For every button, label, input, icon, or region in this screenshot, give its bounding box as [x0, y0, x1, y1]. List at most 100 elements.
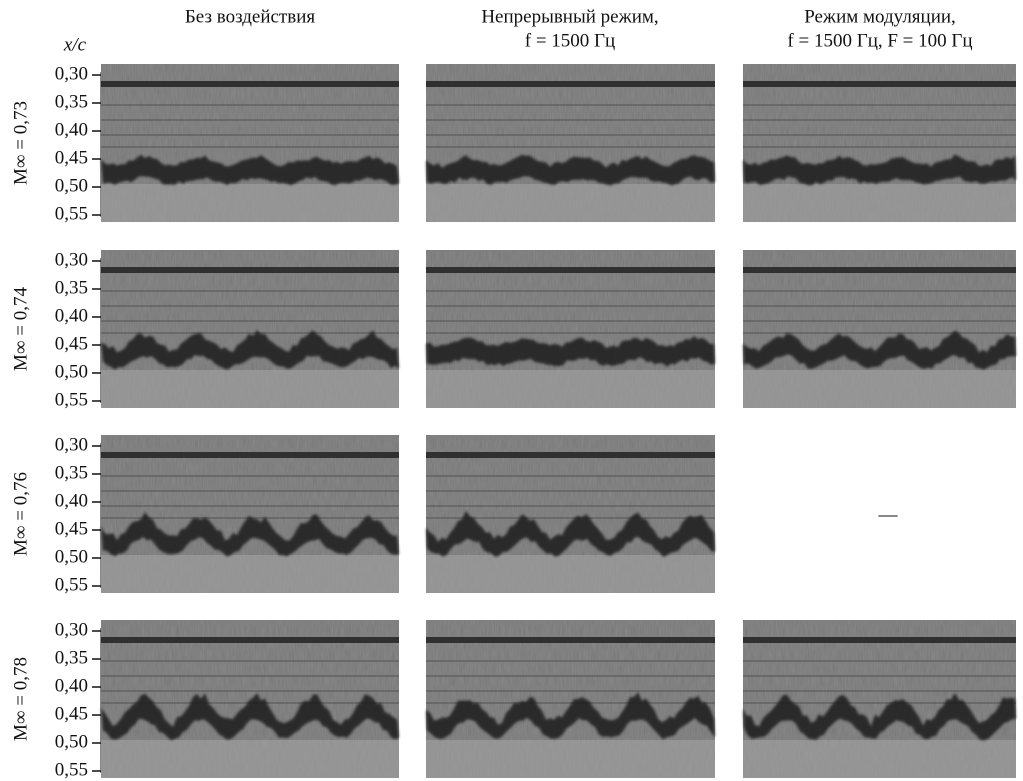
panel	[743, 64, 1016, 222]
stripe	[101, 660, 399, 662]
stripe	[426, 119, 715, 121]
stripe	[101, 146, 399, 148]
stripe	[426, 134, 715, 136]
stripe	[101, 104, 399, 106]
dark-band	[743, 81, 1016, 87]
stripe	[426, 104, 715, 106]
tick-label: 0,45	[55, 333, 88, 354]
dark-band	[101, 637, 399, 643]
shock-band	[101, 330, 399, 370]
stripe	[101, 290, 399, 292]
dark-band	[426, 637, 715, 643]
lower-region	[426, 555, 715, 593]
stripe	[426, 702, 715, 704]
stripe	[426, 146, 715, 148]
tick-label: 0,45	[55, 147, 88, 168]
lower-region	[101, 740, 399, 778]
tick-label: 0,55	[55, 389, 88, 410]
tick-label: 0,40	[55, 490, 88, 511]
panel	[743, 620, 1016, 778]
stripe	[743, 320, 1016, 322]
shock-band	[101, 154, 399, 186]
stripe	[743, 119, 1016, 121]
dark-band	[743, 637, 1016, 643]
shock-band	[743, 692, 1016, 741]
stripe	[426, 517, 715, 519]
stripe	[426, 690, 715, 692]
stripe	[426, 332, 715, 334]
shock-band	[743, 330, 1016, 370]
column-header: f = 1500 Гц, F = 100 Гц	[787, 30, 972, 51]
stripe	[743, 332, 1016, 334]
row-label: M∞ = 0,78	[10, 657, 31, 741]
shock-band	[426, 510, 715, 557]
tick-label: 0,45	[55, 518, 88, 539]
stripe	[426, 475, 715, 477]
dark-band	[426, 267, 715, 273]
stripe	[426, 505, 715, 507]
stripe	[101, 490, 399, 492]
tick-label: 0,50	[55, 546, 88, 567]
lower-region	[426, 370, 715, 408]
tick-label: 0,50	[55, 175, 88, 196]
panel	[426, 435, 715, 593]
stripe	[101, 305, 399, 307]
panel	[101, 620, 399, 778]
tick-label: 0,55	[55, 759, 88, 780]
lower-region	[426, 740, 715, 778]
shock-band	[101, 693, 399, 741]
stripe	[743, 104, 1016, 106]
tick-label: 0,30	[55, 249, 88, 270]
tick-label: 0,35	[55, 647, 88, 668]
tick-label: 0,50	[55, 731, 88, 752]
tick-label: 0,35	[55, 277, 88, 298]
tick-label: 0,40	[55, 119, 88, 140]
dark-band	[101, 267, 399, 273]
lower-region	[743, 184, 1016, 222]
tick-label: 0,35	[55, 91, 88, 112]
dark-band	[426, 81, 715, 87]
stripe	[101, 119, 399, 121]
tick-label: 0,40	[55, 675, 88, 696]
lower-region	[743, 740, 1016, 778]
dark-band	[101, 81, 399, 87]
lower-region	[101, 370, 399, 408]
row-label: M∞ = 0,73	[10, 101, 31, 185]
stripe	[426, 320, 715, 322]
tick-label: 0,30	[55, 434, 88, 455]
row-label: M∞ = 0,76	[10, 472, 31, 556]
column-header: f = 1500 Гц	[525, 30, 615, 51]
stripe	[743, 675, 1016, 677]
stripe	[426, 660, 715, 662]
stripe	[426, 305, 715, 307]
tick-label: 0,40	[55, 305, 88, 326]
column-header: Без воздействия	[185, 6, 315, 27]
stripe	[743, 134, 1016, 136]
stripe	[101, 675, 399, 677]
row-label: M∞ = 0,74	[10, 287, 31, 371]
shock-band	[426, 336, 715, 367]
panel	[101, 435, 399, 593]
tick-label: 0,50	[55, 361, 88, 382]
tick-label: 0,45	[55, 703, 88, 724]
tick-label: 0,55	[55, 574, 88, 595]
column-header: Режим модуляции,	[804, 6, 956, 27]
stripe	[101, 134, 399, 136]
tick-label: 0,55	[55, 203, 88, 224]
shock-band	[426, 692, 715, 740]
lower-region	[101, 184, 399, 222]
stripe	[101, 505, 399, 507]
tick-label: 0,30	[55, 63, 88, 84]
dark-band	[101, 452, 399, 458]
stripe	[101, 320, 399, 322]
stripe	[743, 305, 1016, 307]
dark-band	[426, 452, 715, 458]
lower-region	[101, 555, 399, 593]
lower-region	[743, 370, 1016, 408]
panel	[426, 620, 715, 778]
column-header: Непрерывный режим,	[481, 6, 658, 27]
stripe	[743, 146, 1016, 148]
stripe	[101, 475, 399, 477]
placeholder: —	[878, 504, 899, 525]
